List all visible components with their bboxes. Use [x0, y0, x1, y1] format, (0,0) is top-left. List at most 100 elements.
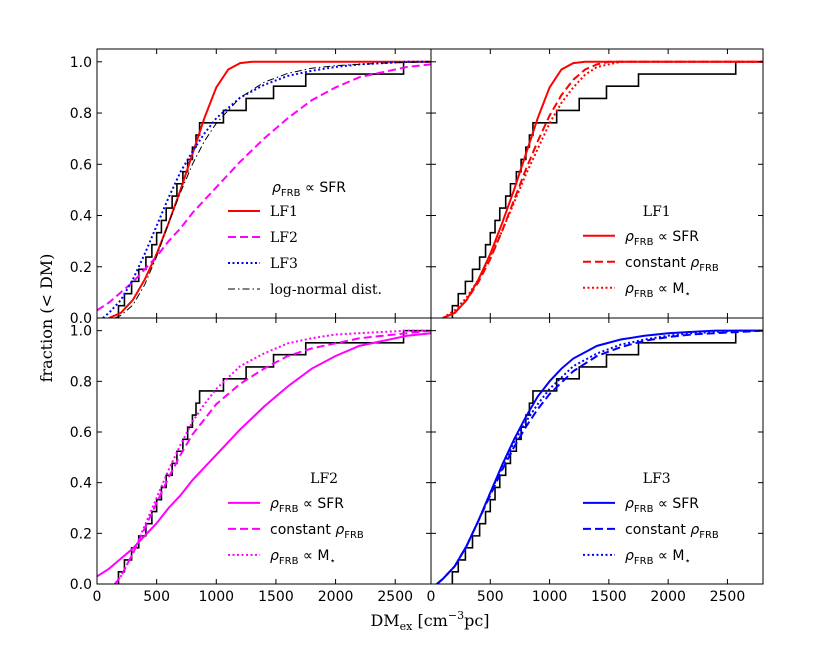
- series-line-sfr: [97, 332, 431, 578]
- panel-bottom-left: 0 500 1000 1500 2000 2500 0.0 0.2 0.4 0.6 0.8 1.0 LF…: [70, 317, 432, 605]
- legend-label: LF1: [270, 204, 298, 220]
- legend-label-sub: FRB: [634, 556, 654, 567]
- series-line-stellar-mass: [436, 329, 763, 584]
- legend-label-symbol: ρ: [270, 548, 279, 564]
- x-axis-title-sub: ex: [400, 620, 414, 633]
- legend-label-sub: FRB: [279, 556, 299, 567]
- legend-label-sub: FRB: [634, 504, 654, 515]
- x-axis-title: DMex [cm−3pc]: [370, 609, 489, 633]
- y-tick-label: 0.4: [70, 209, 92, 225]
- legend-title: LF1: [643, 204, 671, 220]
- y-tick-label: 1.0: [70, 55, 92, 71]
- legend-title-symbol: ρ: [272, 180, 281, 196]
- y-tick-label: 0.2: [70, 526, 92, 542]
- x-axis-title-units-prefix: [cm: [412, 611, 447, 630]
- legend-label: ρFRB ∝ M⋆: [625, 548, 691, 567]
- legend-label-prefix: constant: [625, 255, 690, 271]
- legend-label-rest-sub: ⋆: [684, 289, 690, 300]
- legend-label-rest-sub: ⋆: [684, 556, 690, 567]
- y-tick-label: 0.0: [70, 577, 92, 593]
- legend-title: ρFRB ∝ SFR: [272, 180, 346, 199]
- legend-label: ρFRB ∝ SFR: [625, 496, 699, 515]
- x-tick-label: 2500: [377, 589, 413, 605]
- legend-label-sub: FRB: [344, 530, 364, 541]
- legend-title-rest: ∝ SFR: [300, 180, 346, 196]
- x-axis-title-units-suffix: pc]: [464, 611, 489, 630]
- y-tick-label: 0.8: [70, 374, 92, 390]
- legend-title-sub: FRB: [281, 188, 301, 199]
- legend-label-symbol: ρ: [625, 229, 634, 245]
- x-tick-label: 500: [143, 589, 170, 605]
- legend-label-symbol: ρ: [270, 496, 279, 512]
- legend-label: ρFRB ∝ SFR: [270, 496, 344, 515]
- legend-label: constant ρFRB: [270, 522, 364, 541]
- legend-label-rest: ∝ M: [653, 281, 684, 297]
- legend-label: log-normal dist.: [270, 282, 382, 298]
- panel-plot-area: [442, 60, 763, 318]
- series-line-lf1: [108, 60, 431, 318]
- y-tick-label: 0.6: [70, 425, 92, 441]
- legend-label: ρFRB ∝ M⋆: [270, 548, 336, 567]
- legend-label-rest: ∝ SFR: [653, 496, 699, 512]
- legend-label-sub: FRB: [699, 530, 719, 541]
- legend-title: LF3: [643, 471, 671, 487]
- series-line-sfr: [436, 329, 763, 584]
- legend-title: LF2: [310, 471, 338, 487]
- series-line-lf2: [97, 63, 431, 312]
- panel-plot-area: [97, 329, 431, 584]
- x-tick-label: 500: [477, 589, 504, 605]
- legend-label-rest: ∝ M: [298, 548, 329, 564]
- legend-label-symbol: ρ: [335, 522, 344, 538]
- series-line-stellar-mass: [114, 329, 431, 584]
- panel-frame: [430, 317, 764, 585]
- legend-label-symbol: ρ: [690, 522, 699, 538]
- x-tick-label: 1000: [532, 589, 568, 605]
- legend-label-rest: ∝ SFR: [653, 229, 699, 245]
- legend-label-prefix: constant: [625, 522, 690, 538]
- panel-plot-area: [97, 60, 431, 318]
- x-tick-label: 2500: [710, 589, 746, 605]
- legend-label-symbol: ρ: [625, 548, 634, 564]
- y-axis-title: fraction (< DM): [37, 254, 56, 383]
- x-axis-title-units-sup: −3: [448, 609, 464, 622]
- legend-label-sub: FRB: [279, 504, 299, 515]
- legend-label-rest: ∝ M: [653, 548, 684, 564]
- y-tick-label: 0.0: [70, 311, 92, 327]
- legend-label-symbol: ρ: [690, 255, 699, 271]
- x-tick-label: 1000: [198, 589, 234, 605]
- legend-label: LF3: [270, 256, 298, 272]
- legend-label-rest-sub: ⋆: [329, 556, 335, 567]
- legend-label-sub: FRB: [699, 263, 719, 274]
- y-tick-label: 0.4: [70, 476, 92, 492]
- x-tick-label: 1500: [591, 589, 627, 605]
- legend-label: constant ρFRB: [625, 255, 719, 274]
- x-tick-label: 0: [93, 589, 102, 605]
- legend-label-sub: FRB: [634, 237, 654, 248]
- legend-label: LF2: [270, 230, 298, 246]
- x-tick-label: 2000: [650, 589, 686, 605]
- legend-label: ρFRB ∝ SFR: [625, 229, 699, 248]
- legend-label-symbol: ρ: [625, 496, 634, 512]
- legend-label-rest: ∝ SFR: [298, 496, 344, 512]
- legend-label: constant ρFRB: [625, 522, 719, 541]
- series-line-log-normal-dist-: [114, 61, 431, 318]
- x-tick-label: 0: [427, 589, 436, 605]
- legend-label: ρFRB ∝ M⋆: [625, 281, 691, 300]
- y-tick-label: 1.0: [70, 324, 92, 340]
- legend-label-prefix: constant: [270, 522, 335, 538]
- y-tick-label: 0.8: [70, 106, 92, 122]
- x-tick-label: 1500: [258, 589, 294, 605]
- y-tick-label: 0.6: [70, 157, 92, 173]
- x-axis-title-main: DM: [370, 611, 399, 630]
- y-tick-label: 0.2: [70, 260, 92, 276]
- observed-step-line: [451, 329, 763, 584]
